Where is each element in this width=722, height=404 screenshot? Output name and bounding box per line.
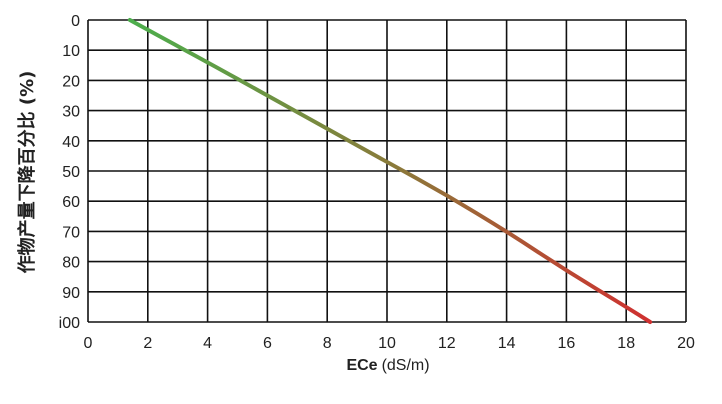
y-tick-label: 10: [62, 43, 80, 60]
x-tick-label: 18: [617, 335, 635, 352]
x-tick-label: 12: [438, 335, 456, 352]
grid: [87, 19, 687, 323]
y-tick-label: i00: [59, 315, 80, 332]
y-tick-label: 90: [62, 285, 80, 302]
x-tick-label: 20: [677, 335, 695, 352]
y-axis-label: 作物产量下降百分比 (%): [16, 71, 38, 274]
y-tick-label: 50: [62, 164, 80, 181]
x-axis-label-unit: (dS/m): [382, 357, 430, 374]
x-tick-label: 0: [84, 335, 93, 352]
y-tick-label: 20: [62, 73, 80, 90]
x-tick-label: 6: [263, 335, 272, 352]
y-tick-label: 60: [62, 194, 80, 211]
y-axis: 0 10 20 30 40 50 60 70 80 90 i00: [59, 13, 80, 332]
y-tick-label: 40: [62, 134, 80, 151]
x-axis-label: ECe (dS/m): [346, 357, 429, 374]
x-axis: 0 2 4 6 8 10 12 14 16 18 20: [84, 335, 695, 352]
x-tick-label: 8: [323, 335, 332, 352]
y-tick-label: 70: [62, 224, 80, 241]
x-axis-label-bold: ECe: [346, 357, 377, 374]
y-tick-label: 30: [62, 104, 80, 121]
x-tick-label: 4: [203, 335, 212, 352]
y-tick-label: 80: [62, 255, 80, 272]
x-tick-label: 10: [378, 335, 396, 352]
x-tick-label: 14: [498, 335, 516, 352]
x-tick-label: 16: [558, 335, 576, 352]
y-tick-label: 0: [71, 13, 80, 30]
series-line: [127, 18, 653, 324]
x-tick-label: 2: [143, 335, 152, 352]
